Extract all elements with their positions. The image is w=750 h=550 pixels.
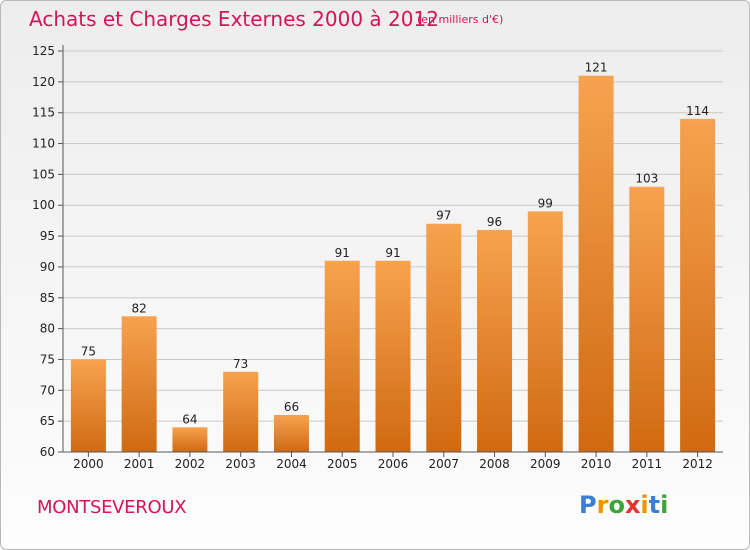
y-tick-label: 110 [32, 137, 55, 151]
y-tick-label: 115 [32, 106, 55, 120]
bar [629, 186, 665, 452]
y-tick-label: 60 [40, 445, 55, 459]
y-tick-label: 120 [32, 75, 55, 89]
x-tick-label: 2001 [124, 457, 155, 471]
y-tick-label: 80 [40, 322, 55, 336]
bar [223, 371, 259, 452]
logo-letter: o [608, 491, 625, 519]
x-tick-label: 2009 [530, 457, 561, 471]
bars: 75 82 64 73 66 91 91 97 96 99 121 103 114 [70, 61, 716, 452]
axes: 60 65 70 75 80 85 90 95 100 105 110 115 120 125 2000 20… [32, 44, 723, 471]
data-label: 97 [436, 209, 451, 223]
data-label: 66 [284, 400, 299, 414]
y-tick-label: 85 [40, 291, 55, 305]
data-label: 64 [182, 412, 197, 426]
bar [578, 75, 614, 452]
data-label: 91 [385, 246, 400, 260]
data-label: 73 [233, 357, 248, 371]
data-label: 91 [335, 246, 350, 260]
logo-letter: t [648, 491, 661, 519]
bar [477, 229, 513, 452]
data-label: 82 [132, 301, 147, 315]
data-label: 114 [686, 104, 709, 118]
bar [121, 316, 157, 452]
x-tick-label: 2002 [175, 457, 206, 471]
x-tick-label: 2011 [632, 457, 663, 471]
x-tick-label: 2010 [581, 457, 612, 471]
y-tick-label: 95 [40, 229, 55, 243]
proxiti-logo[interactable]: Proxiti [579, 491, 668, 519]
bar [70, 359, 106, 452]
x-tick-label: 2006 [378, 457, 409, 471]
chart-subtitle: (en milliers d'€) [417, 13, 504, 26]
data-label: 96 [487, 215, 502, 229]
x-tick-label: 2003 [225, 457, 256, 471]
logo-letter: x [624, 491, 641, 519]
y-tick-label: 75 [40, 352, 55, 366]
bar [426, 223, 462, 452]
y-tick-label: 100 [32, 198, 55, 212]
logo-letter: i [660, 491, 669, 519]
data-label: 99 [538, 196, 553, 210]
bar [172, 427, 208, 452]
x-tick-label: 2012 [682, 457, 713, 471]
commune-name: MONTSEVEROUX [37, 497, 187, 518]
logo-letter: P [579, 491, 597, 519]
x-tick-label: 2008 [479, 457, 510, 471]
chart-title: Achats et Charges Externes 2000 à 2012 [29, 7, 439, 31]
bar [273, 414, 309, 452]
y-tick-label: 125 [32, 44, 55, 58]
bar [375, 260, 411, 452]
y-tick-label: 65 [40, 414, 55, 428]
logo-letter: i [640, 491, 649, 519]
bar [680, 118, 716, 452]
y-tick-label: 90 [40, 260, 55, 274]
x-tick-label: 2004 [276, 457, 307, 471]
logo-letter: r [596, 491, 609, 519]
data-label: 121 [585, 61, 608, 75]
x-tick-label: 2007 [428, 457, 459, 471]
x-tick-label: 2005 [327, 457, 358, 471]
bar [324, 260, 360, 452]
y-tick-label: 105 [32, 167, 55, 181]
data-label: 103 [635, 172, 658, 186]
data-label: 75 [81, 344, 96, 358]
y-tick-label: 70 [40, 383, 55, 397]
x-tick-label: 2000 [73, 457, 104, 471]
bar [527, 211, 563, 452]
